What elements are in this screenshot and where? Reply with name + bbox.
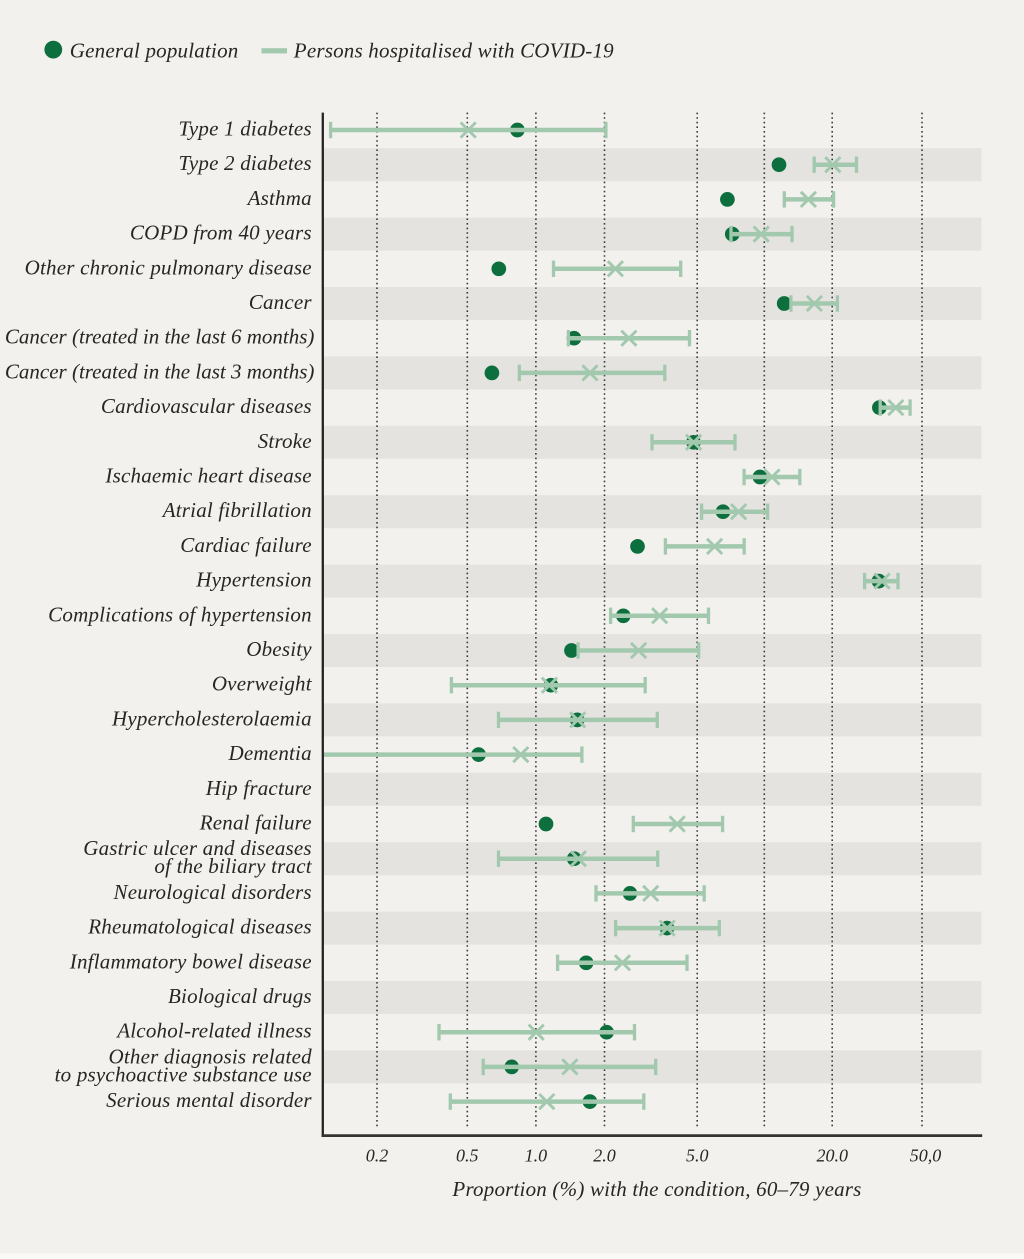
svg-text:2.0: 2.0 xyxy=(593,1146,616,1166)
svg-text:Gastric ulcer and diseases: Gastric ulcer and diseases xyxy=(83,836,312,860)
svg-text:of the biliary tract: of the biliary tract xyxy=(154,854,312,878)
svg-text:Type 1 diabetes: Type 1 diabetes xyxy=(179,117,312,141)
svg-text:Hypertension: Hypertension xyxy=(195,568,312,592)
svg-text:Proportion (%) with the condit: Proportion (%) with the condition, 60–79… xyxy=(451,1177,861,1201)
svg-text:Cardiovascular diseases: Cardiovascular diseases xyxy=(101,394,312,418)
svg-text:Cancer: Cancer xyxy=(249,290,313,314)
svg-text:Other diagnosis related: Other diagnosis related xyxy=(108,1044,312,1068)
svg-text:Type 2 diabetes: Type 2 diabetes xyxy=(179,151,312,175)
svg-text:0.5: 0.5 xyxy=(456,1146,479,1166)
svg-text:Stroke: Stroke xyxy=(258,429,312,453)
svg-text:Rheumatological diseases: Rheumatological diseases xyxy=(87,915,312,939)
svg-text:COPD from 40 years: COPD from 40 years xyxy=(130,221,312,245)
svg-text:Cancer (treated in the last 6: Cancer (treated in the last 6 months) xyxy=(5,325,315,349)
svg-text:Hip fracture: Hip fracture xyxy=(205,776,312,800)
svg-text:Inflammatory bowel disease: Inflammatory bowel disease xyxy=(69,949,312,973)
svg-text:Ischaemic heart disease: Ischaemic heart disease xyxy=(104,464,311,488)
svg-text:Biological drugs: Biological drugs xyxy=(168,984,312,1008)
svg-text:Overweight: Overweight xyxy=(212,672,313,696)
svg-text:Atrial fibrillation: Atrial fibrillation xyxy=(161,498,312,522)
svg-text:Cardiac failure: Cardiac failure xyxy=(180,533,312,557)
svg-text:Renal failure: Renal failure xyxy=(199,811,312,835)
svg-text:Asthma: Asthma xyxy=(246,186,312,210)
svg-text:Hypercholesterolaemia: Hypercholesterolaemia xyxy=(111,706,312,730)
svg-text:50,0: 50,0 xyxy=(910,1146,942,1166)
svg-text:1.0: 1.0 xyxy=(525,1146,548,1166)
svg-text:Dementia: Dementia xyxy=(228,741,312,765)
svg-text:to psychoactive substance use: to psychoactive substance use xyxy=(55,1062,312,1086)
svg-text:General population: General population xyxy=(70,38,239,62)
svg-text:Obesity: Obesity xyxy=(246,637,312,661)
svg-text:Cancer (treated in the last 3: Cancer (treated in the last 3 months) xyxy=(5,359,315,383)
svg-text:Complications of hypertension: Complications of hypertension xyxy=(48,602,312,626)
svg-text:0.2: 0.2 xyxy=(366,1146,389,1166)
svg-text:Other chronic pulmonary diseas: Other chronic pulmonary disease xyxy=(25,255,312,279)
svg-text:5.0: 5.0 xyxy=(686,1146,709,1166)
svg-text:Alcohol-related illness: Alcohol-related illness xyxy=(115,1019,312,1043)
svg-text:Neurological disorders: Neurological disorders xyxy=(113,880,312,904)
svg-text:Serious mental disorder: Serious mental disorder xyxy=(106,1088,312,1112)
svg-text:Persons hospitalised with COVI: Persons hospitalised with COVID-19 xyxy=(293,38,614,62)
svg-text:20.0: 20.0 xyxy=(816,1146,848,1166)
